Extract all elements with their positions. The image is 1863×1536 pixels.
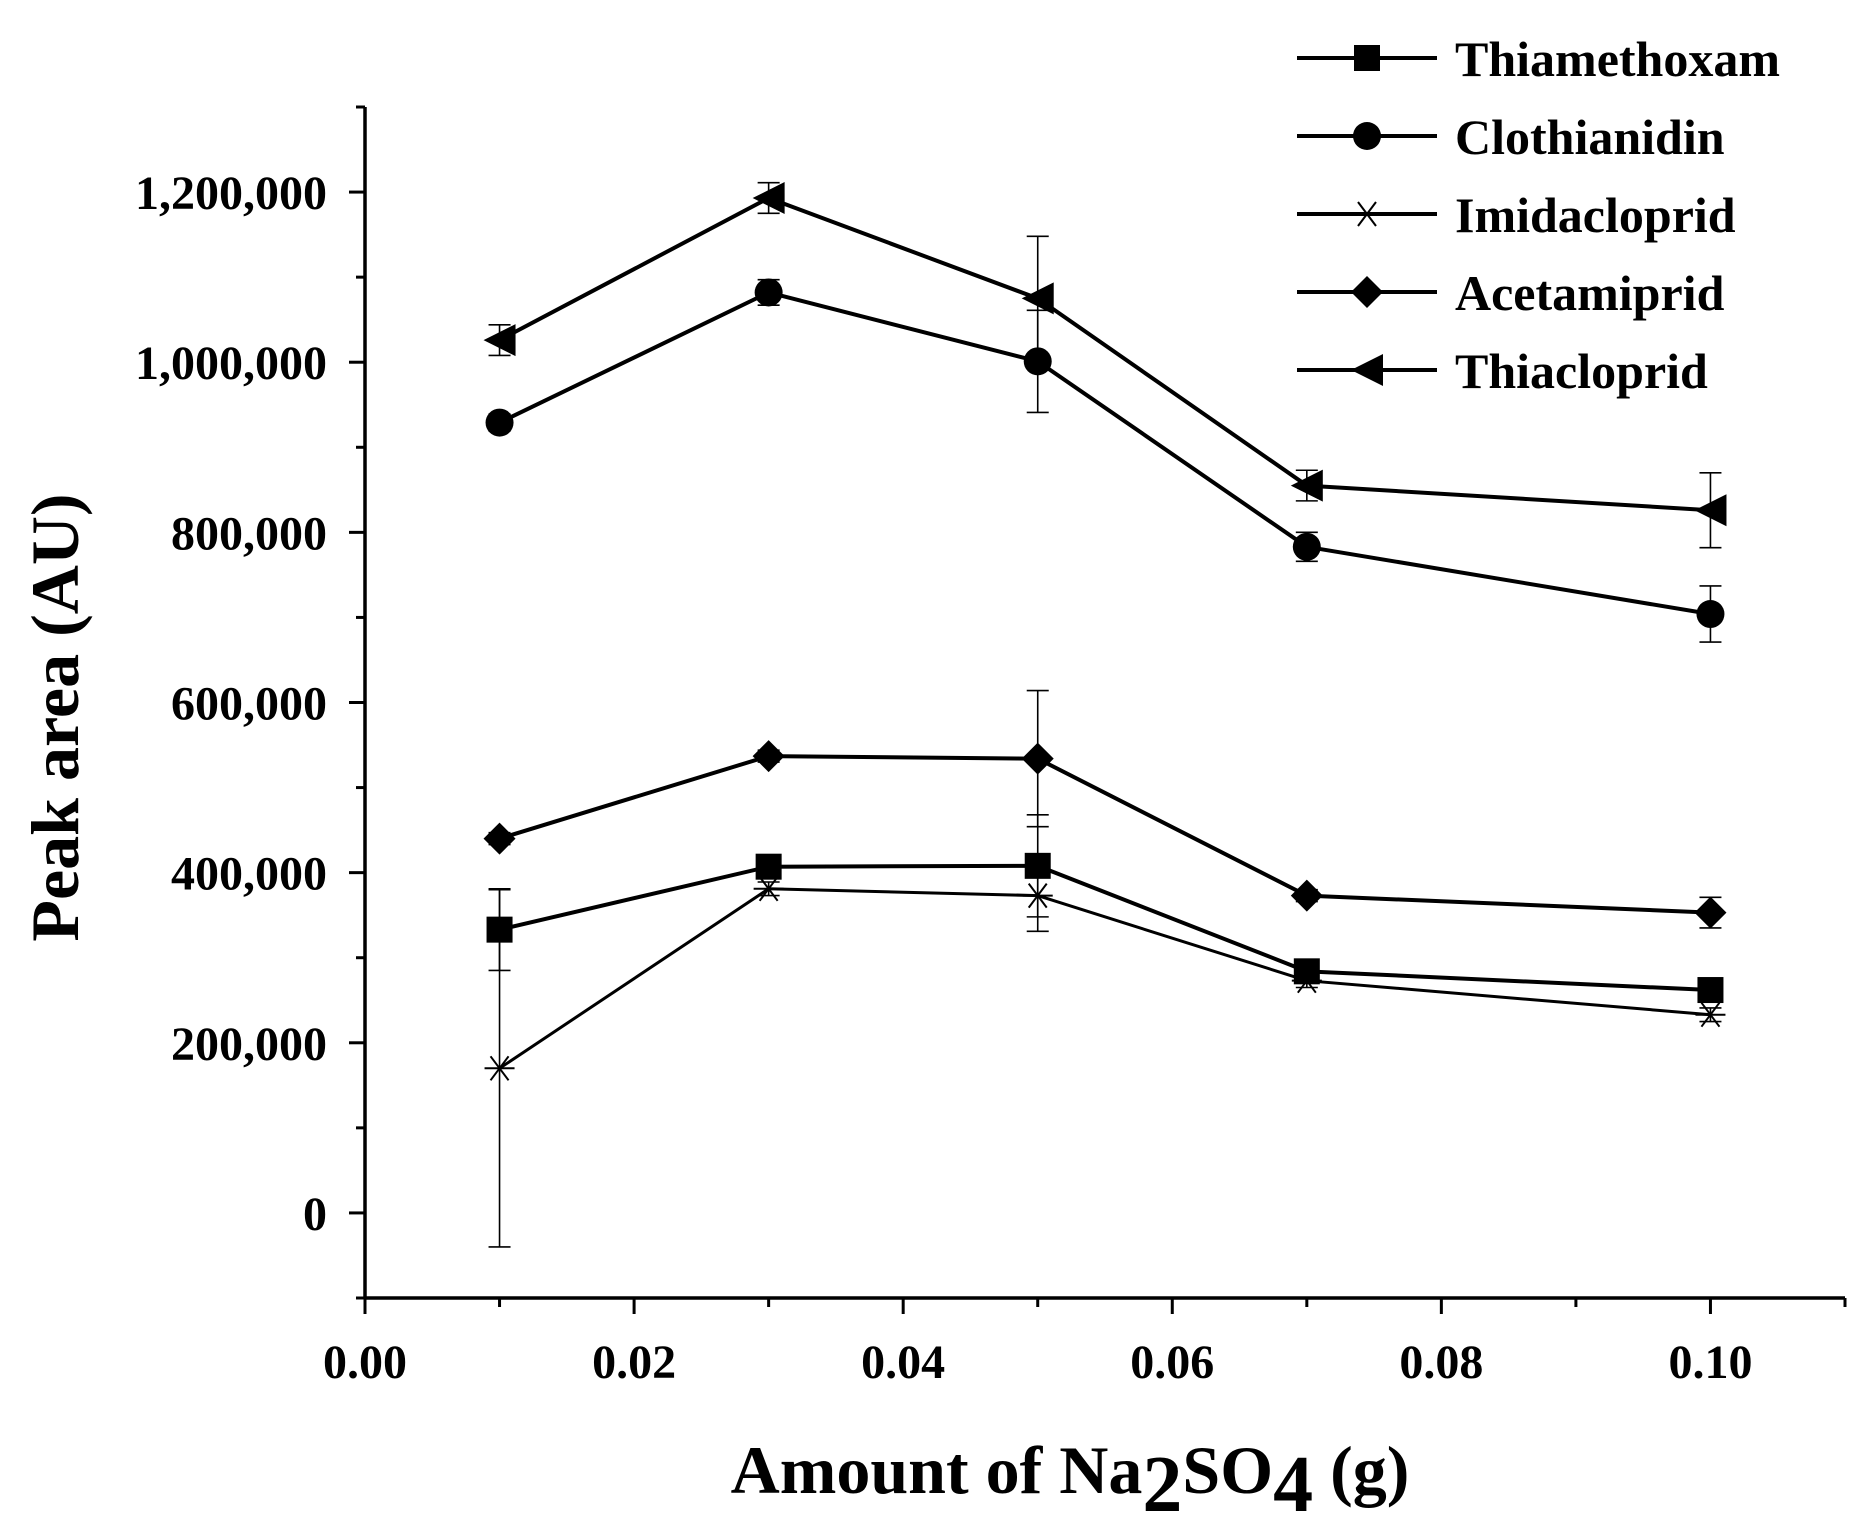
data-point-clothianidin bbox=[754, 278, 783, 307]
data-point-imidacloprid bbox=[1695, 1002, 1726, 1028]
data-point-imidacloprid bbox=[484, 1055, 515, 1081]
x-axis-title-part: Amount of Na bbox=[731, 1432, 1143, 1508]
x-tick-label: 0.10 bbox=[1668, 1336, 1752, 1389]
legend: Thiamethoxam Clothianidin Imidacloprid Acet… bbox=[1297, 31, 1780, 399]
x-axis-title: Amount of Na2SO4 (g) bbox=[731, 1432, 1410, 1529]
x-tick-label: 0.00 bbox=[323, 1336, 407, 1389]
axes: 0 200,000 400,000 600,000 800,000 1,000,000 1,… bbox=[17, 105, 1847, 1529]
legend-marker-clothianidin bbox=[1353, 122, 1381, 150]
asterisk-stroke bbox=[758, 876, 779, 902]
data-point-thiacloprid bbox=[1290, 469, 1323, 502]
y-tick-label: 0 bbox=[303, 1188, 327, 1241]
x-axis-title-subscript: 2 bbox=[1142, 1441, 1182, 1529]
legend-label-imidacloprid: Imidacloprid bbox=[1455, 187, 1736, 243]
legend-label-thiamethoxam: Thiamethoxam bbox=[1455, 31, 1780, 87]
data-point-clothianidin bbox=[1292, 532, 1321, 561]
data-point-clothianidin bbox=[1696, 600, 1725, 629]
x-axis-title-part: SO bbox=[1182, 1432, 1273, 1508]
legend-label-thiacloprid: Thiacloprid bbox=[1455, 343, 1708, 399]
data-point-thiacloprid bbox=[483, 324, 516, 357]
y-tick-label: 200,000 bbox=[171, 1018, 327, 1071]
series-line-clothianidin bbox=[498, 290, 1711, 616]
asterisk-stroke bbox=[1357, 201, 1377, 227]
asterisk-stroke bbox=[489, 1055, 510, 1081]
data-point-imidacloprid bbox=[753, 876, 784, 902]
asterisk-stroke bbox=[1297, 968, 1317, 994]
data-point-thiamethoxam bbox=[1024, 852, 1051, 879]
data-point-acetamiprid bbox=[1021, 742, 1054, 775]
data-point-thiacloprid bbox=[1694, 494, 1727, 527]
x-tick-label: 0.04 bbox=[861, 1336, 945, 1389]
data-point-imidacloprid bbox=[1022, 883, 1053, 909]
data-point-thiamethoxam bbox=[1697, 977, 1724, 1004]
x-tick-label: 0.06 bbox=[1130, 1336, 1214, 1389]
data-point-clothianidin bbox=[485, 408, 514, 437]
data-point-thiamethoxam bbox=[486, 916, 513, 943]
data-point-imidacloprid bbox=[1291, 968, 1322, 994]
x-axis-title-part: (g) bbox=[1313, 1432, 1409, 1508]
x-tick-label: 0.08 bbox=[1399, 1336, 1483, 1389]
data-point-thiacloprid bbox=[752, 182, 785, 215]
legend-marker-acetamiprid bbox=[1351, 276, 1383, 308]
data-point-acetamiprid bbox=[1290, 879, 1323, 912]
data-point-thiamethoxam bbox=[755, 853, 782, 880]
data-point-acetamiprid bbox=[752, 740, 785, 773]
series-lines bbox=[498, 196, 1711, 1070]
y-tick-label: 600,000 bbox=[171, 678, 327, 731]
data-point-clothianidin bbox=[1023, 347, 1052, 376]
legend-marker-thiacloprid bbox=[1351, 354, 1383, 386]
series-line-imidacloprid bbox=[498, 887, 1711, 1070]
data-point-acetamiprid bbox=[483, 822, 516, 855]
legend-label-acetamiprid: Acetamiprid bbox=[1455, 265, 1725, 321]
legend-label-clothianidin: Clothianidin bbox=[1455, 109, 1725, 165]
asterisk-stroke bbox=[1700, 1002, 1721, 1028]
y-tick-label: 1,200,000 bbox=[135, 167, 327, 220]
data-point-acetamiprid bbox=[1694, 896, 1727, 929]
data-point-thiacloprid bbox=[1021, 282, 1054, 315]
series-line-thiamethoxam bbox=[499, 863, 1711, 993]
legend-marker-imidacloprid bbox=[1352, 201, 1382, 227]
legend-marker-thiamethoxam bbox=[1354, 45, 1380, 71]
y-tick-label: 1,000,000 bbox=[135, 337, 327, 390]
y-tick-label: 800,000 bbox=[171, 507, 327, 560]
x-tick-label: 0.02 bbox=[592, 1336, 676, 1389]
series-markers bbox=[483, 182, 1727, 1081]
y-tick-label: 400,000 bbox=[171, 848, 327, 901]
x-axis-title-subscript: 4 bbox=[1273, 1441, 1313, 1529]
y-axis-title: Peak area (AU) bbox=[17, 493, 93, 941]
asterisk-stroke bbox=[1027, 883, 1048, 909]
